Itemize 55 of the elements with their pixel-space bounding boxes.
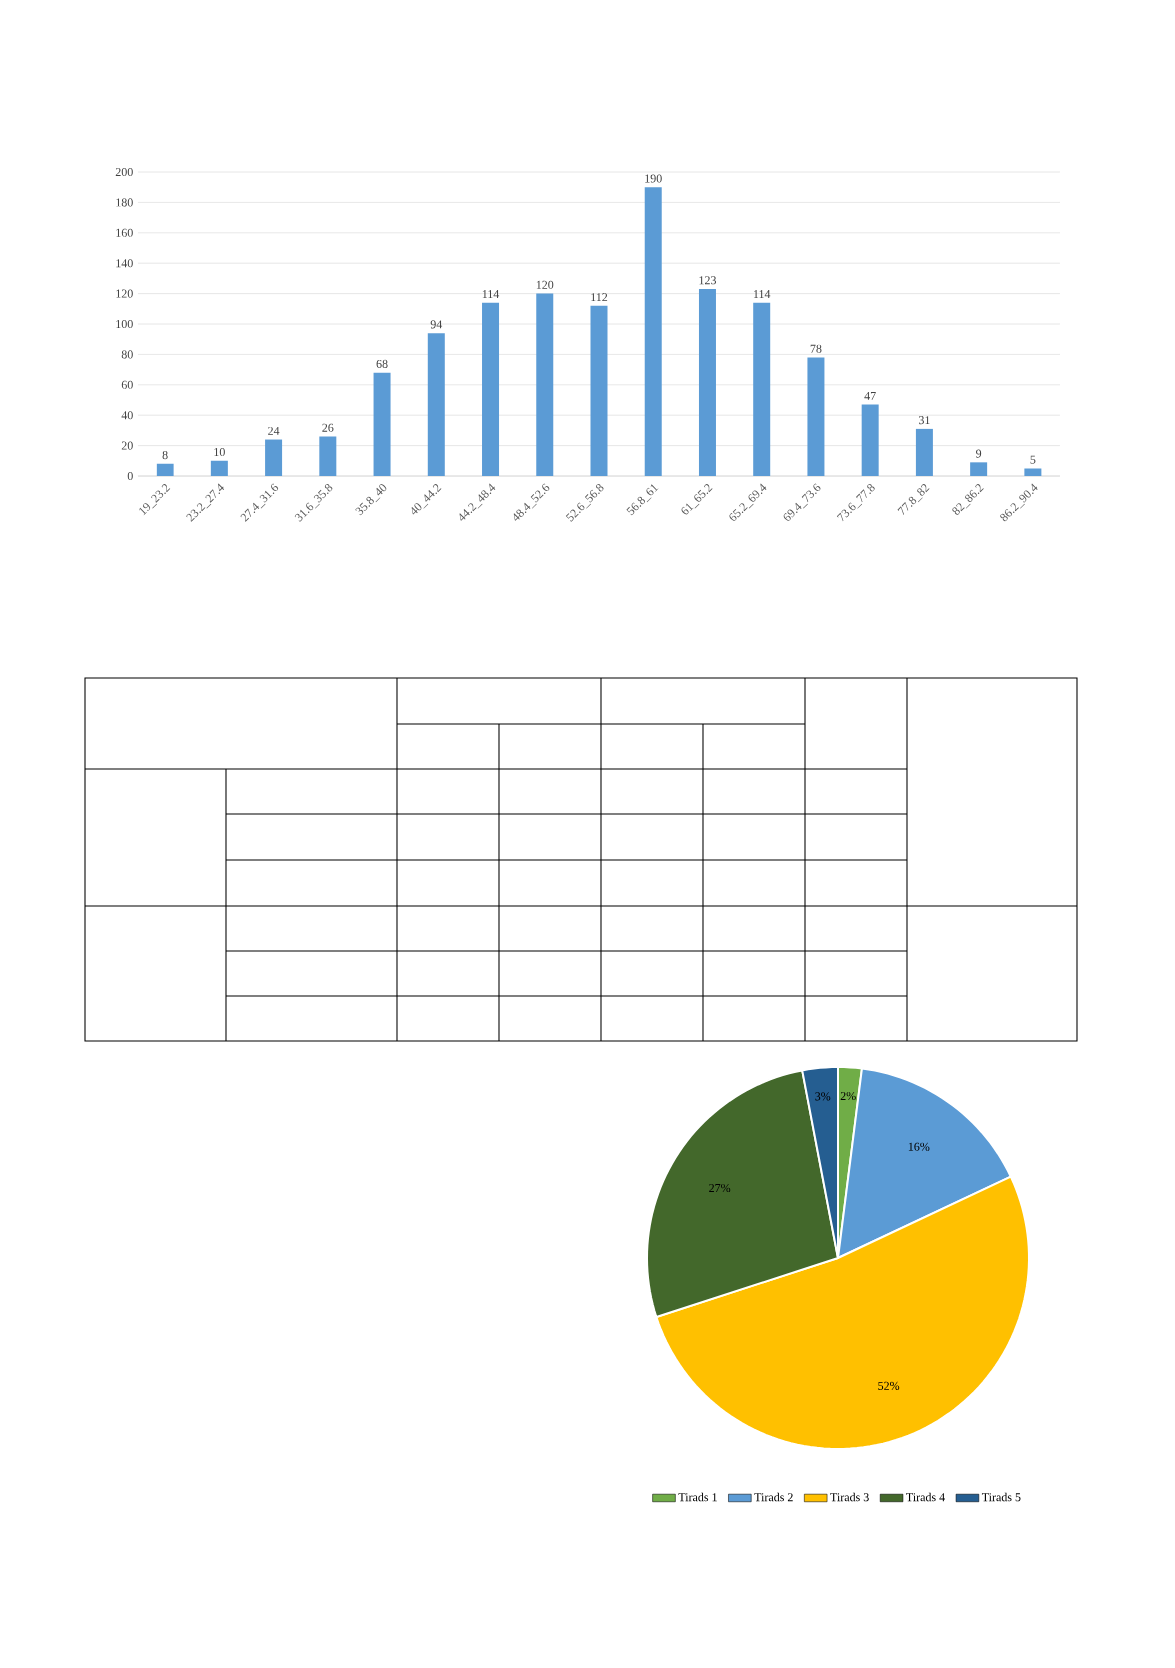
y-tick-label: 140 (116, 259, 133, 268)
data-label: 2% (840, 1091, 856, 1101)
y-tick-label: 200 (115, 167, 133, 177)
bar (319, 436, 337, 477)
y-tick-label: 60 (121, 380, 133, 389)
data-label: 120 (536, 280, 554, 289)
data-label: 112 (591, 293, 608, 302)
legend-label: Tirads 1 (678, 1492, 717, 1502)
data-label: 31 (918, 416, 930, 425)
data-label: 78 (810, 344, 822, 353)
data-label: 114 (482, 290, 500, 299)
bar (807, 357, 825, 477)
data-label: 123 (699, 276, 717, 285)
data-label: 8 (162, 451, 168, 460)
data-label: 24 (268, 426, 280, 435)
legend-label: Tirads 3 (830, 1492, 869, 1502)
y-tick-label: 40 (121, 411, 133, 420)
data-label: 26 (322, 423, 334, 432)
legend-label: Tirads 4 (906, 1492, 945, 1502)
data-label: 52% (878, 1381, 900, 1390)
y-tick-label: 180 (116, 198, 133, 207)
y-tick-label: 0 (127, 471, 133, 481)
bar (427, 333, 445, 477)
data-label: 27% (709, 1183, 731, 1193)
data-label: 94 (430, 320, 443, 329)
bar (753, 302, 771, 477)
bar (373, 372, 391, 477)
legend-label: Tirads 2 (754, 1492, 793, 1502)
bar (1024, 468, 1042, 477)
data-label: 68 (376, 359, 388, 368)
bar (970, 462, 988, 477)
data-label: 47 (864, 391, 876, 400)
bar (265, 439, 283, 477)
data-label: 114 (753, 290, 771, 299)
legend-label: Tirads 5 (981, 1492, 1021, 1502)
bar (482, 302, 500, 477)
y-tick-label: 80 (121, 350, 133, 359)
bar (644, 187, 662, 477)
y-tick-label: 160 (116, 228, 133, 237)
data-label: 5 (1030, 455, 1036, 464)
y-tick-label: 100 (116, 319, 133, 329)
data-label: 190 (645, 174, 662, 183)
bar (156, 463, 174, 477)
y-tick-label: 20 (121, 441, 133, 450)
data-label: 16% (908, 1142, 930, 1151)
y-tick-label: 120 (116, 289, 133, 298)
bar (536, 293, 554, 477)
bar (210, 460, 228, 477)
bar (698, 289, 716, 477)
bar (861, 404, 879, 477)
bar (590, 305, 608, 477)
data-label: 9 (976, 449, 982, 458)
bar (915, 428, 933, 477)
data-label: 10 (214, 448, 225, 457)
data-label: 3% (815, 1092, 831, 1101)
